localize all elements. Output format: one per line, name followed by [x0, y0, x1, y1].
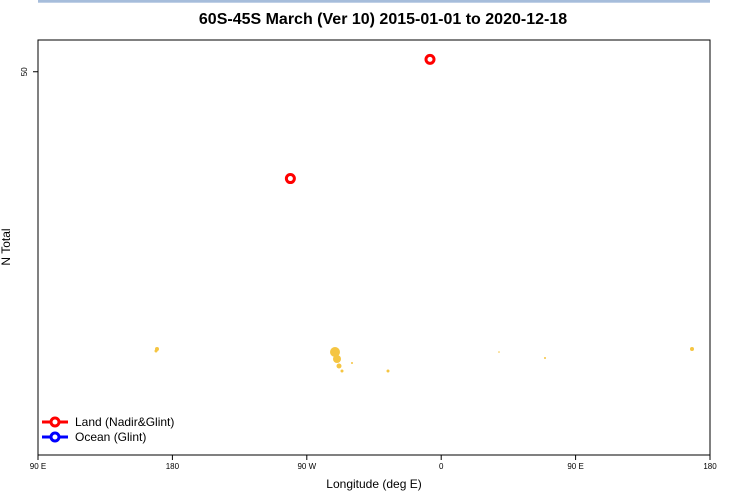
plot-background — [38, 40, 710, 455]
land-point-1 — [284, 173, 296, 185]
plot-area — [37, 0, 711, 456]
chart-title: 60S-45S March (Ver 10) 2015-01-01 to 202… — [199, 11, 567, 28]
land-point-4 — [424, 53, 436, 65]
x-tick-label: 180 — [703, 462, 717, 471]
x-tick-label: 0 — [439, 462, 444, 471]
x-tick-label: 90 W — [297, 462, 316, 471]
y-axis-label: N Total — [0, 228, 13, 265]
x-tick-label: 90 E — [567, 462, 583, 471]
y-axis: 50100200500100020005000100002000050000 — [20, 67, 38, 76]
x-axis: 90 E 180 90 W 0 90 E 180 — [30, 455, 717, 471]
x-axis-label: Longitude (deg E) — [326, 477, 421, 491]
legend-ocean-label: Ocean (Glint) — [75, 430, 146, 444]
x-tick-label: 180 — [166, 462, 180, 471]
legend-land-marker — [49, 416, 61, 428]
y-tick-label: 50 — [20, 67, 29, 76]
data-points — [284, 53, 436, 185]
plot-frame — [37, 39, 711, 456]
land-mask-band — [38, 0, 710, 3]
landmass-marks — [154, 347, 694, 373]
x-tick-label: 90 E — [30, 462, 46, 471]
legend-ocean-marker — [49, 431, 61, 443]
legend-land-label: Land (Nadir&Glint) — [75, 415, 174, 429]
legend: Land (Nadir&Glint) Ocean (Glint) — [42, 415, 174, 444]
